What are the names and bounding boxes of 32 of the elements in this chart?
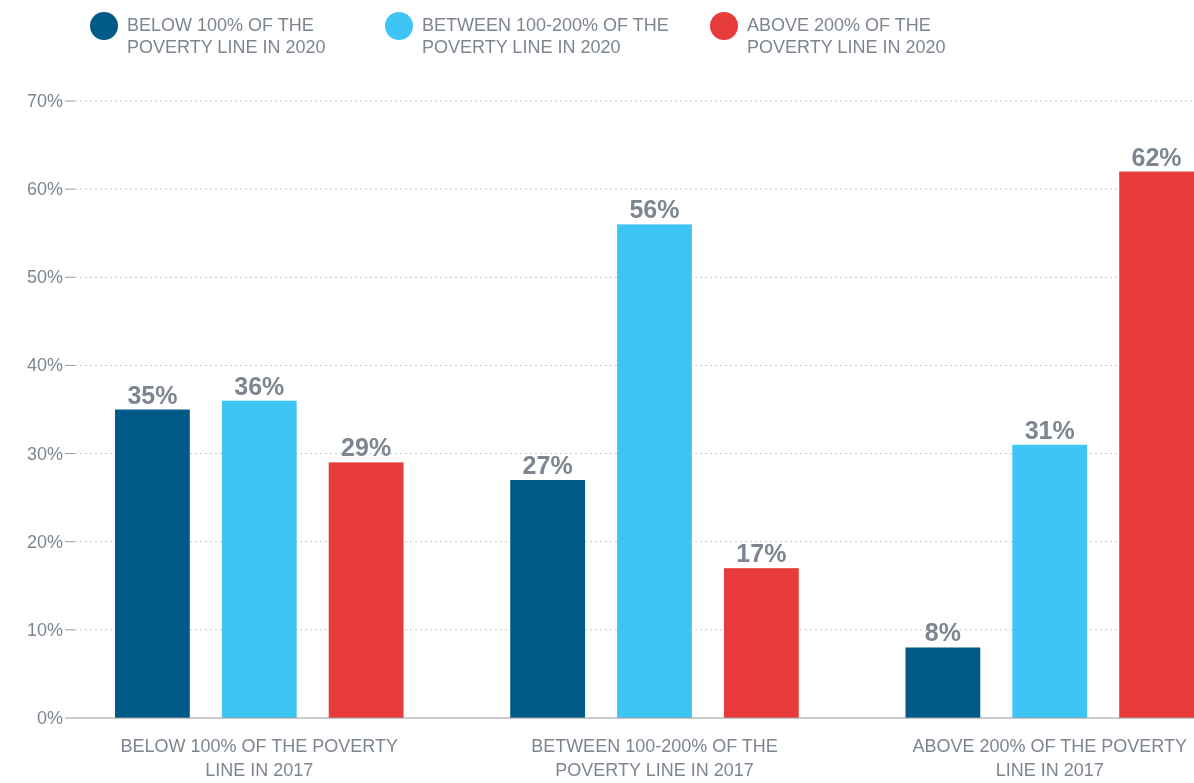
bar bbox=[115, 409, 190, 718]
data-label: 56% bbox=[629, 195, 680, 224]
data-label: 62% bbox=[1131, 142, 1182, 171]
bar bbox=[1119, 171, 1194, 718]
y-tick-label: 30% bbox=[26, 443, 63, 464]
bar bbox=[723, 568, 799, 718]
bar bbox=[1012, 444, 1088, 718]
legend-label: ABOVE 200% OF THE POVERTY LINE IN 2020 bbox=[747, 15, 946, 57]
bar bbox=[905, 647, 981, 718]
data-label: 31% bbox=[1024, 415, 1075, 444]
data-label: 17% bbox=[736, 539, 787, 568]
y-tick-label: 50% bbox=[26, 267, 63, 288]
legend-label: BETWEEN 100-200% OF THE POVERTY LINE IN 2020 bbox=[422, 15, 669, 57]
bar bbox=[221, 400, 297, 718]
legend-label: BELOW 100% OF THE POVERTY LINE IN 2020 bbox=[127, 15, 326, 57]
data-label: 27% bbox=[522, 451, 573, 480]
y-tick-label: 0% bbox=[36, 708, 63, 728]
y-tick-label: 60% bbox=[26, 179, 63, 200]
data-label: 8% bbox=[924, 618, 961, 647]
data-label: 29% bbox=[341, 433, 392, 462]
y-tick-label: 40% bbox=[26, 355, 63, 376]
y-tick-label: 10% bbox=[26, 619, 63, 640]
y-tick-label: 20% bbox=[26, 531, 63, 552]
data-label: 36% bbox=[234, 371, 285, 400]
bar bbox=[328, 462, 404, 718]
x-tick-label: ABOVE 200% OF THE POVERTY LINE IN 2017 bbox=[912, 736, 1187, 780]
data-label: 35% bbox=[127, 380, 178, 409]
bar bbox=[617, 224, 692, 718]
x-tick-label: BETWEEN 100-200% OF THE POVERTY LINE IN 2017 bbox=[531, 736, 778, 780]
bar bbox=[510, 480, 586, 718]
y-tick-label: 70% bbox=[26, 91, 63, 111]
x-tick-label: BELOW 100% OF THE POVERTY LINE IN 2017 bbox=[120, 736, 398, 780]
